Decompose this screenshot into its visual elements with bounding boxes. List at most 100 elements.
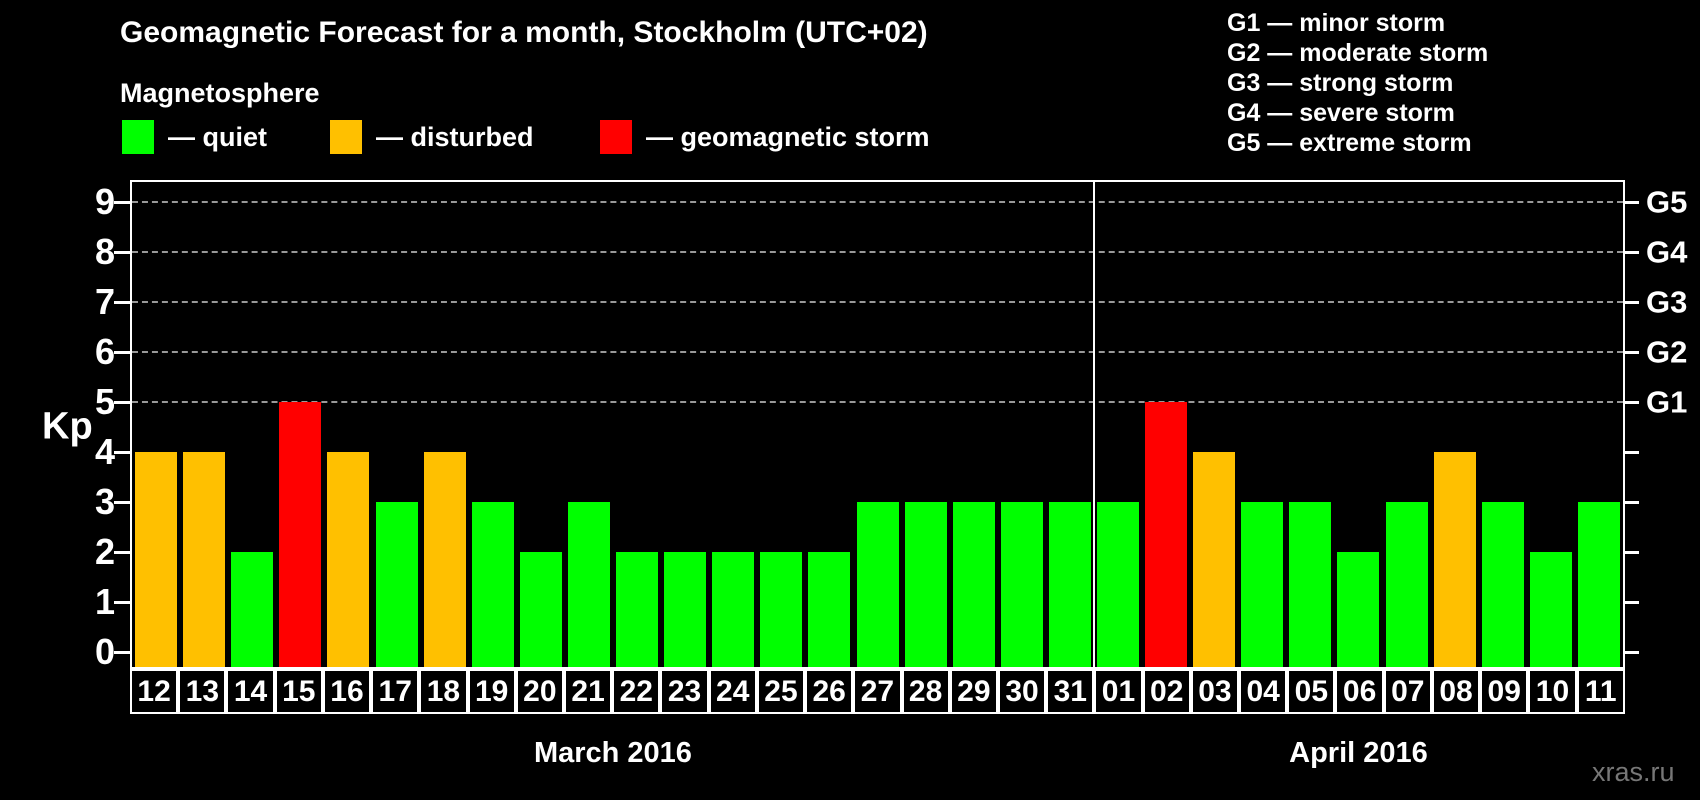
kp-bar-day-19 [471,502,514,667]
date-label-01: 01 [1094,669,1143,714]
date-label-13: 13 [178,669,227,714]
gridline-kp7 [132,301,1623,303]
kp-bar-day-18 [423,452,466,667]
kp-bar-day-28 [904,502,947,667]
storm-swatch [600,120,632,154]
date-label-08: 08 [1431,669,1481,714]
g-scale-label-g1: G1 [1646,384,1688,420]
date-label-02: 02 [1142,669,1191,714]
right-axis-tick [1625,451,1639,454]
y-axis-tick [114,351,130,354]
date-label-28: 28 [901,669,950,714]
kp-bar-day-08 [1433,452,1476,667]
g-scale-label-g3: G3 [1646,284,1688,320]
plot-area [130,180,1625,669]
y-tick-label: 0 [94,631,115,672]
date-label-11: 11 [1576,669,1625,714]
date-label-22: 22 [612,669,661,714]
legend-item-storm: — geomagnetic storm [600,120,930,154]
kp-bar-day-22 [616,552,659,667]
date-label-04: 04 [1239,669,1288,714]
kp-bar-day-09 [1481,502,1524,667]
storm-scale-item-1: G1 — minor storm [1227,9,1446,37]
kp-bar-day-17 [375,502,418,667]
page-title: Geomagnetic Forecast for a month, Stockh… [120,16,928,49]
kp-bar-day-11 [1577,502,1620,667]
kp-bar-day-05 [1289,502,1332,667]
date-label-25: 25 [756,669,806,714]
watermark: xras.ru [1592,757,1675,787]
y-tick-label: 5 [94,381,115,422]
date-label-10: 10 [1528,669,1577,714]
g-scale-label-g4: G4 [1646,234,1688,270]
date-label-29: 29 [949,669,998,714]
storm-scale-item-5: G5 — extreme storm [1227,129,1472,157]
kp-bar-day-03 [1193,452,1236,667]
y-axis-tick [114,551,130,554]
storm-scale-legend: G1 — minor storm G2 — moderate storm G3 — … [1227,8,1488,158]
legend-item-disturbed: — disturbed [330,120,534,154]
date-label-16: 16 [322,669,372,714]
magnetosphere-heading: Magnetosphere [120,78,320,108]
y-axis-tick [114,651,130,654]
kp-bar-day-13 [183,452,226,667]
date-label-30: 30 [997,669,1047,714]
right-axis-tick [1625,201,1639,204]
month-label-1: March 2016 [533,737,692,769]
y-axis-tick [114,251,130,254]
kp-axis-label: Kp [42,405,93,448]
y-tick-label: 3 [94,481,115,522]
kp-bar-day-21 [567,502,610,667]
month-divider [1092,182,1095,667]
kp-bar-day-30 [1000,502,1043,667]
kp-bar-day-27 [856,502,899,667]
date-label-15: 15 [274,669,323,714]
date-label-26: 26 [805,669,854,714]
date-label-12: 12 [130,669,179,714]
y-axis-tick [114,451,130,454]
date-axis: 12 13 14 15 16 17 18 19 20 21 22 23 24 25 26 27 28 29 30 31… [130,669,1625,714]
storm-scale-item-3: G3 — strong storm [1227,69,1454,97]
y-axis-tick [114,601,130,604]
kp-bar-day-06 [1337,552,1380,667]
gridline-kp6 [132,351,1623,353]
gridline-kp9 [132,201,1623,203]
date-label-21: 21 [563,669,613,714]
y-axis-tick [114,201,130,204]
y-tick-label: 8 [94,231,115,272]
date-label-27: 27 [853,669,902,714]
right-axis-tick [1625,651,1639,654]
legend-label-disturbed: — disturbed [376,121,534,152]
kp-bar-day-16 [327,452,370,667]
right-axis-tick [1625,501,1639,504]
right-axis-tick [1625,551,1639,554]
kp-bar-day-24 [712,552,755,667]
date-label-23: 23 [660,669,709,714]
quiet-swatch [122,120,154,154]
g-scale-label-g2: G2 [1646,334,1688,370]
date-label-24: 24 [708,669,757,714]
kp-bar-day-29 [952,502,995,667]
date-label-05: 05 [1287,669,1336,714]
kp-bar-day-25 [760,552,803,667]
kp-bar-day-31 [1048,502,1091,667]
y-axis-tick [114,301,130,304]
kp-bar-day-10 [1529,552,1572,667]
right-axis-tick [1625,351,1639,354]
y-axis-tick [114,401,130,404]
date-label-03: 03 [1190,669,1240,714]
y-tick-label: 2 [94,531,115,572]
kp-bar-day-01 [1096,502,1139,667]
kp-bar-day-07 [1385,502,1428,667]
g-scale-label-g5: G5 [1646,184,1688,220]
gridline-kp5 [132,401,1623,403]
right-axis-tick [1625,301,1639,304]
date-label-06: 06 [1335,669,1384,714]
right-axis-tick [1625,251,1639,254]
kp-bar-day-23 [664,552,707,667]
legend-item-quiet: — quiet [122,120,267,154]
month-label-2: April 2016 [1289,737,1428,769]
disturbed-swatch [330,120,362,154]
kp-bar-day-15 [279,402,322,667]
